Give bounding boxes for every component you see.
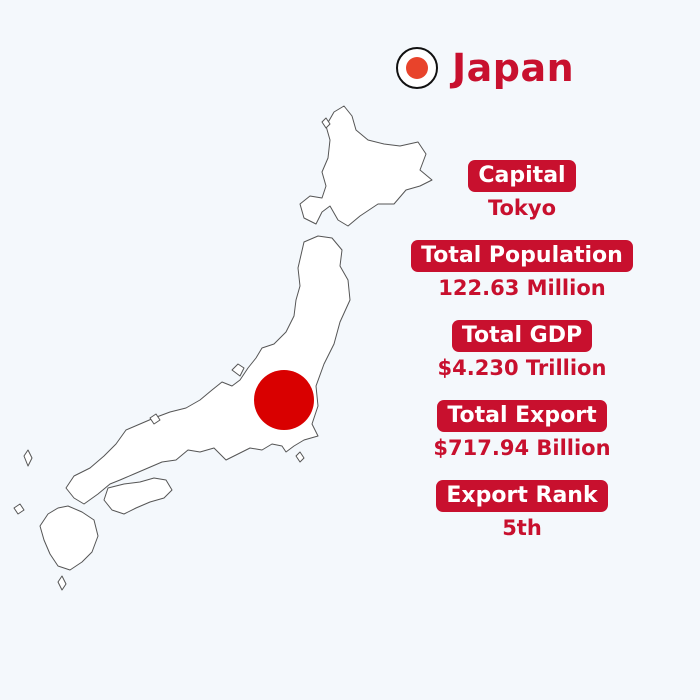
fact-label: Export Rank [436, 480, 608, 512]
country-name: Japan [452, 46, 575, 90]
facts-panel: Capital Tokyo Total Population 122.63 Mi… [402, 160, 642, 560]
tanegashima-island [57, 575, 67, 591]
fact-label: Total Export [437, 400, 607, 432]
fact-gdp: Total GDP $4.230 Trillion [402, 320, 642, 380]
tokyo-marker [254, 370, 314, 430]
fact-export-rank: Export Rank 5th [402, 480, 642, 540]
tsushima-island [23, 449, 33, 467]
sado-island [231, 363, 245, 377]
fact-value: 122.63 Million [438, 276, 606, 300]
fact-label: Capital [468, 160, 576, 192]
fact-population: Total Population 122.63 Million [402, 240, 642, 300]
fact-value: Tokyo [487, 196, 557, 220]
fact-label: Total GDP [451, 320, 593, 352]
fact-label: Total Population [411, 240, 633, 272]
fact-value: 5th [502, 516, 542, 540]
shikoku-island [103, 477, 173, 515]
honshu-island [65, 235, 351, 505]
japan-flag-icon [396, 47, 438, 89]
japan-map-svg [13, 105, 433, 591]
goto-island [13, 503, 25, 515]
oki-island [149, 413, 161, 425]
kyushu-island [39, 505, 99, 571]
izu-island [295, 451, 305, 463]
country-header: Japan [396, 46, 574, 90]
fact-value: $717.94 Billion [433, 436, 611, 460]
fact-capital: Capital Tokyo [402, 160, 642, 220]
japan-map [0, 100, 440, 600]
hokkaido-island [299, 105, 433, 227]
fact-value: $4.230 Trillion [437, 356, 607, 380]
flag-sun-dot [406, 57, 428, 79]
fact-export: Total Export $717.94 Billion [402, 400, 642, 460]
rishiri-island [321, 117, 331, 129]
